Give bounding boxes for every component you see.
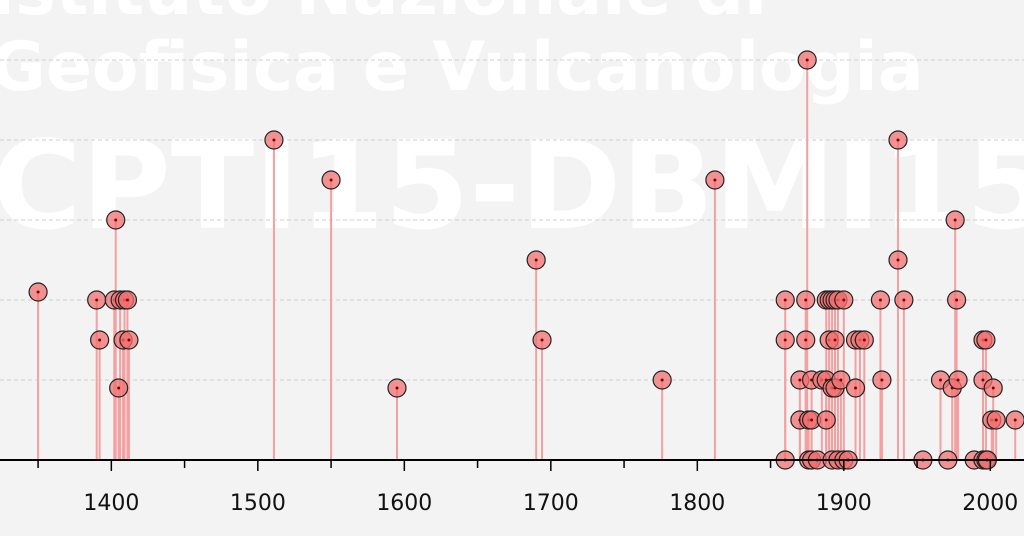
point-center bbox=[805, 58, 809, 62]
point-center bbox=[938, 378, 942, 382]
point-center bbox=[95, 298, 99, 302]
point-center bbox=[880, 378, 884, 382]
point-center bbox=[114, 218, 118, 222]
point-center bbox=[1013, 418, 1017, 422]
point-center bbox=[833, 338, 837, 342]
point-center bbox=[117, 386, 121, 390]
point-center bbox=[994, 418, 998, 422]
point-center bbox=[902, 298, 906, 302]
x-tick-label: 2000 bbox=[962, 491, 1018, 516]
point-center bbox=[824, 418, 828, 422]
point-center bbox=[36, 290, 40, 294]
point-center bbox=[878, 298, 882, 302]
point-center bbox=[395, 386, 399, 390]
point-center bbox=[839, 378, 843, 382]
point-center bbox=[783, 298, 787, 302]
point-center bbox=[804, 298, 808, 302]
point-center bbox=[896, 258, 900, 262]
point-center bbox=[798, 378, 802, 382]
point-center bbox=[534, 258, 538, 262]
x-tick-label: 1900 bbox=[816, 491, 872, 516]
x-tick-label: 1700 bbox=[523, 491, 579, 516]
point-center bbox=[127, 338, 131, 342]
point-center bbox=[783, 338, 787, 342]
point-center bbox=[804, 338, 808, 342]
point-center bbox=[98, 338, 102, 342]
x-tick-label: 1500 bbox=[230, 491, 286, 516]
watermark: CPTI15-DBMI15 bbox=[0, 115, 1024, 257]
x-tick-label: 1600 bbox=[376, 491, 432, 516]
watermark: Geofisica e Vulcanologia bbox=[0, 28, 924, 107]
point-center bbox=[854, 386, 858, 390]
point-center bbox=[981, 378, 985, 382]
x-tick-label: 1400 bbox=[83, 491, 139, 516]
point-center bbox=[329, 178, 333, 182]
point-center bbox=[896, 138, 900, 142]
watermark: Istituto Nazionale di bbox=[0, 0, 767, 31]
point-center bbox=[842, 298, 846, 302]
point-center bbox=[991, 386, 995, 390]
point-center bbox=[810, 418, 814, 422]
point-center bbox=[125, 298, 129, 302]
point-center bbox=[713, 178, 717, 182]
point-center bbox=[272, 138, 276, 142]
x-tick-label: 1800 bbox=[669, 491, 725, 516]
point-center bbox=[953, 218, 957, 222]
point-center bbox=[660, 378, 664, 382]
point-center bbox=[956, 378, 960, 382]
point-center bbox=[984, 338, 988, 342]
point-center bbox=[955, 298, 959, 302]
point-center bbox=[862, 338, 866, 342]
point-center bbox=[540, 338, 544, 342]
